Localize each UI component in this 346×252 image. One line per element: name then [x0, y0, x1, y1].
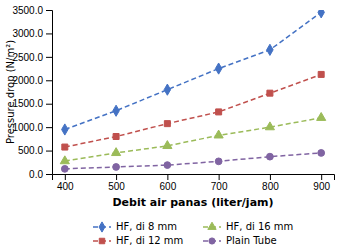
- series-line: [65, 74, 321, 147]
- y-tick-line: [46, 174, 52, 175]
- x-tick: 500: [108, 174, 125, 192]
- y-tick: 1000.0: [12, 122, 52, 133]
- series-point: [164, 162, 171, 169]
- legend-swatch-marker: [99, 238, 104, 243]
- y-tick-label: 3500.0: [12, 5, 43, 16]
- series-point: [113, 105, 119, 116]
- series-point: [215, 158, 222, 165]
- series-point: [318, 150, 325, 157]
- series-point: [317, 113, 326, 121]
- legend-item: HF, di 16 mm: [203, 221, 293, 232]
- y-tick: 2500.0: [12, 52, 52, 63]
- y-tick: 500.0: [18, 145, 52, 156]
- y-tick: 3500.0: [12, 5, 52, 16]
- series-point: [113, 134, 119, 140]
- y-tick-label: 500.0: [18, 145, 43, 156]
- series-point: [164, 121, 170, 127]
- y-tick: 3000.0: [12, 28, 52, 39]
- series-line: [65, 118, 321, 161]
- series-point: [318, 10, 324, 18]
- series-point: [113, 164, 120, 171]
- y-tick-label: 0.0: [29, 169, 43, 180]
- x-tick-label: 800: [262, 181, 279, 192]
- legend-swatch-marker: [208, 222, 216, 229]
- plot: 400 500 600 700 800 900 0.0 500.0 1000.0 1500.0 20…: [12, 5, 334, 192]
- legend-label: HF, di 12 mm: [116, 235, 183, 246]
- y-axis-line: [46, 11, 53, 175]
- y-tick-label: 2500.0: [12, 52, 43, 63]
- legend: HF, di 8 mm HF, di 12 mm HF, di 16 mm Plain…: [93, 221, 293, 246]
- x-tick-line: [321, 174, 322, 180]
- series-point: [265, 122, 274, 130]
- series-point: [214, 130, 223, 138]
- legend-label: Plain Tube: [226, 235, 277, 246]
- y-tick-label: 1500.0: [12, 98, 43, 109]
- y-tick-label: 2000.0: [12, 75, 43, 86]
- y-tick: 1500.0: [12, 98, 52, 109]
- y-tick-line: [46, 151, 52, 152]
- series-point: [318, 71, 324, 77]
- series-line: [65, 12, 321, 129]
- x-tick: 400: [57, 174, 74, 192]
- series-point: [215, 63, 221, 74]
- series-point: [163, 141, 172, 149]
- x-tick-line: [219, 174, 220, 180]
- x-tick-line: [167, 174, 168, 180]
- series-point: [62, 144, 68, 150]
- legend-swatch-marker: [209, 238, 215, 244]
- series-point: [267, 153, 274, 160]
- y-tick: 2000.0: [12, 75, 52, 86]
- x-tick-label: 400: [57, 181, 74, 192]
- x-tick: 700: [211, 174, 228, 192]
- y-tick-line: [46, 10, 52, 11]
- y-tick: 0.0: [29, 169, 52, 180]
- legend-swatch-marker: [99, 222, 105, 232]
- x-tick-line: [270, 174, 271, 180]
- series-point: [112, 148, 121, 156]
- series-point: [60, 156, 69, 164]
- legend-label: HF, di 8 mm: [116, 221, 177, 232]
- x-tick-label: 700: [211, 181, 228, 192]
- y-axis: 0.0 500.0 1000.0 1500.0 2000.0 2500.0 3000.0 35…: [12, 5, 52, 180]
- y-tick-line: [46, 33, 52, 34]
- x-axis: 400 500 600 700 800 900: [53, 174, 335, 192]
- x-tick-label: 600: [160, 181, 177, 192]
- chart: 400 500 600 700 800 900 0.0 500.0 1000.0 1500.0 20…: [0, 0, 346, 252]
- legend-item: Plain Tube: [203, 235, 277, 246]
- y-tick-label: 3000.0: [12, 28, 43, 39]
- y-tick-line: [46, 80, 52, 81]
- series-point: [267, 90, 273, 96]
- y-tick-line: [46, 104, 52, 105]
- x-tick: 600: [160, 174, 177, 192]
- x-tick-line: [65, 174, 66, 180]
- legend-item: HF, di 8 mm: [93, 221, 177, 232]
- x-tick: 800: [262, 174, 279, 192]
- y-tick-line: [46, 127, 52, 128]
- x-tick: 900: [313, 174, 330, 192]
- legend-label: HF, di 16 mm: [226, 221, 293, 232]
- x-tick-label: 500: [108, 181, 125, 192]
- x-axis-line: [53, 175, 335, 181]
- x-tick-line: [116, 174, 117, 180]
- series-line: [65, 153, 321, 169]
- series-point: [267, 44, 273, 55]
- series-point: [62, 124, 68, 135]
- y-axis-title: Pressure drop (N/m²): [5, 40, 16, 144]
- series-point: [61, 165, 68, 172]
- series-point: [164, 84, 170, 95]
- x-tick-label: 900: [313, 181, 330, 192]
- marks: [60, 10, 325, 172]
- y-tick-label: 1000.0: [12, 122, 43, 133]
- legend-item: HF, di 12 mm: [93, 235, 183, 246]
- x-axis-title: Debit air panas (liter/jam): [112, 196, 273, 209]
- y-tick-line: [46, 57, 52, 58]
- series-point: [216, 109, 222, 115]
